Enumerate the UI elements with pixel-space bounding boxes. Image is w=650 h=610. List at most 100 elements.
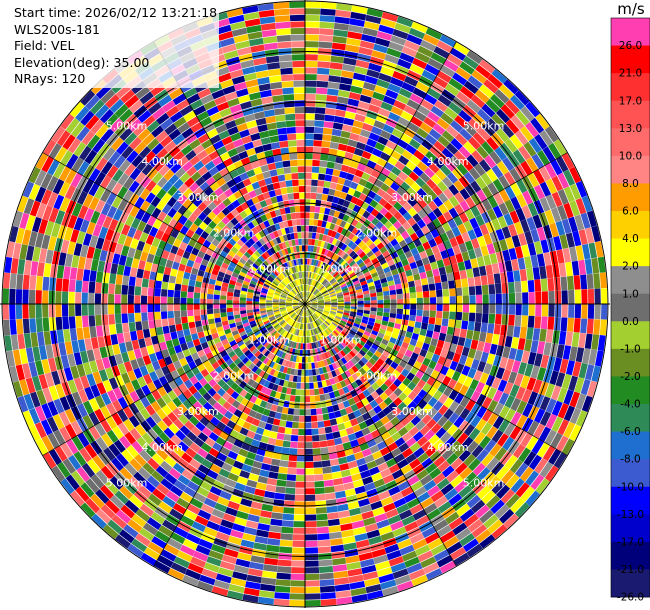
ppi-gate-cell <box>312 288 317 294</box>
ppi-gate-cell <box>474 431 486 445</box>
ppi-gate-cell <box>449 155 462 168</box>
ppi-gate-cell <box>355 285 362 291</box>
ppi-gate-cell <box>335 490 346 499</box>
ppi-gate-cell <box>366 529 381 539</box>
ppi-gate-cell <box>344 337 351 344</box>
ppi-gate-cell <box>367 336 375 344</box>
ppi-gate-cell <box>358 498 370 507</box>
ppi-gate-cell <box>500 324 508 336</box>
ppi-gate-cell <box>226 387 235 396</box>
ppi-gate-cell <box>384 436 395 446</box>
ppi-gate-cell <box>296 308 301 314</box>
ppi-gate-cell <box>393 220 402 230</box>
ppi-gate-cell <box>449 304 456 312</box>
ppi-gate-cell <box>337 249 344 256</box>
ppi-gate-cell <box>349 18 365 27</box>
ppi-gate-cell <box>498 392 509 406</box>
ppi-gate-cell <box>295 322 299 329</box>
ppi-gate-cell <box>568 289 575 304</box>
ppi-gate-cell <box>294 402 300 409</box>
ppi-gate-cell <box>340 164 350 173</box>
ppi-gate-cell <box>274 492 285 500</box>
ppi-gate-cell <box>496 465 510 480</box>
ppi-gate-cell <box>349 507 362 516</box>
ppi-gate-cell <box>491 218 502 231</box>
ppi-gate-cell <box>309 286 313 292</box>
ppi-gate-cell <box>144 547 161 561</box>
ppi-gate-cell <box>260 583 276 592</box>
ppi-gate-cell <box>134 454 147 467</box>
ppi-gate-cell <box>344 264 351 271</box>
ppi-gate-cell <box>288 401 295 409</box>
ppi-gate-cell <box>22 274 30 290</box>
ppi-gate-cell <box>206 520 220 531</box>
ppi-gate-cell <box>305 120 315 127</box>
ppi-gate-cell <box>421 139 433 151</box>
ppi-gate-cell <box>546 237 556 252</box>
ppi-gate-cell <box>125 341 134 352</box>
ppi-gate-cell <box>147 541 164 555</box>
ppi-gate-cell <box>297 448 305 455</box>
ppi-gate-cell <box>130 330 138 341</box>
ppi-gate-cell <box>354 451 364 460</box>
ppi-gate-cell <box>442 176 453 188</box>
ppi-gate-cell <box>298 329 301 336</box>
ppi-gate-cell <box>208 432 219 442</box>
ppi-gate-cell <box>374 229 383 238</box>
ppi-gate-cell <box>331 370 337 378</box>
ppi-gate-cell <box>320 374 326 381</box>
ppi-gate-cell <box>393 201 403 211</box>
ppi-gate-cell <box>408 320 415 328</box>
ppi-gate-cell <box>448 280 456 289</box>
ppi-gate-cell <box>379 446 391 456</box>
ppi-gate-cell <box>310 336 314 343</box>
ppi-gate-cell <box>409 138 421 150</box>
ppi-gate-cell <box>305 369 309 376</box>
ppi-gate-cell <box>430 174 442 185</box>
ppi-gate-cell <box>319 566 334 574</box>
ppi-gate-cell <box>187 304 194 311</box>
ppi-gate-cell <box>539 266 547 279</box>
ppi-gate-cell <box>258 441 268 450</box>
ppi-gate-cell <box>410 232 419 242</box>
ppi-gate-cell <box>239 297 246 301</box>
ppi-gate-cell <box>442 257 451 267</box>
ppi-gate-cell <box>230 444 241 454</box>
ppi-gate-cell <box>557 172 570 189</box>
ppi-gate-cell <box>466 154 479 168</box>
ppi-gate-cell <box>520 486 535 502</box>
ppi-gate-cell <box>352 424 361 433</box>
ppi-gate-cell <box>342 400 351 408</box>
ppi-gate-cell <box>574 304 582 319</box>
ppi-gate-cell <box>324 301 331 303</box>
ppi-gate-cell <box>289 311 295 317</box>
ppi-gate-cell <box>211 508 225 519</box>
ppi-gate-cell <box>296 455 305 462</box>
ppi-gate-cell <box>482 304 489 314</box>
ppi-gate-cell <box>327 287 334 292</box>
ppi-gate-cell <box>265 402 273 410</box>
ppi-gate-cell <box>361 564 377 574</box>
ppi-gate-cell <box>253 433 263 442</box>
ppi-gate-cell <box>539 396 551 411</box>
ppi-gate-cell <box>331 281 338 286</box>
ppi-gate-cell <box>414 279 422 287</box>
ppi-gate-cell <box>188 279 196 287</box>
ppi-gate-cell <box>383 304 390 309</box>
ppi-gate-cell <box>167 568 185 581</box>
ppi-gate-cell <box>364 307 371 311</box>
ppi-gate-cell <box>327 327 333 333</box>
ppi-gate-cell <box>329 377 336 385</box>
ppi-gate-cell <box>394 475 407 486</box>
ppi-gate-cell <box>200 309 207 315</box>
ppi-gate-cell <box>297 442 305 449</box>
ppi-gate-cell <box>306 310 308 317</box>
ppi-gate-cell <box>376 31 393 41</box>
ppi-gate-cell <box>356 271 364 277</box>
ppi-gate-cell <box>231 373 239 382</box>
ppi-gate-cell <box>15 289 23 304</box>
ppi-gate-cell <box>314 273 319 280</box>
ppi-gate-cell <box>415 515 430 527</box>
ppi-gate-cell <box>317 340 322 348</box>
ppi-gate-cell <box>322 466 332 474</box>
